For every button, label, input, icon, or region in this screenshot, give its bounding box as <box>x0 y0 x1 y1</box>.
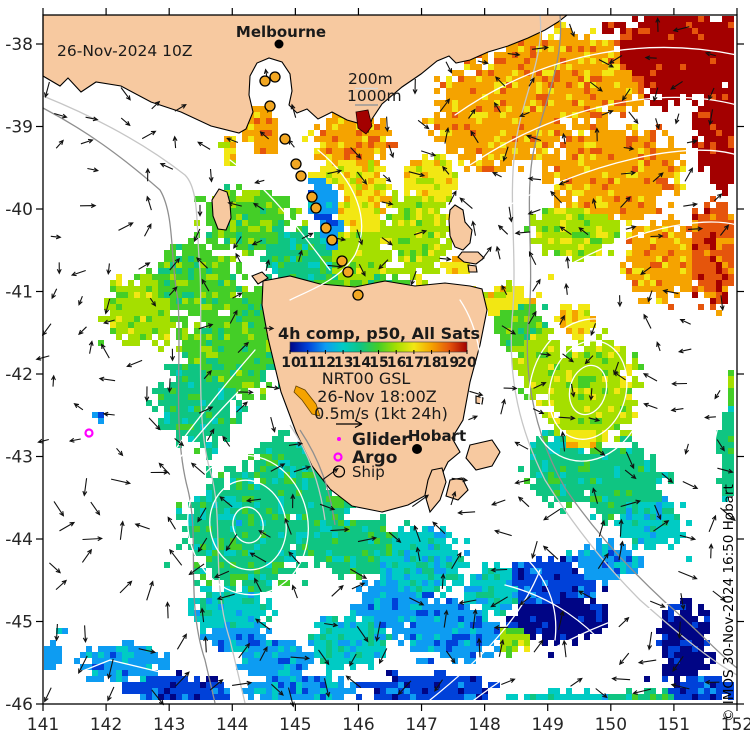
land-polygon <box>475 395 484 405</box>
land-polygon <box>445 477 469 501</box>
hobart-label: Hobart <box>408 427 466 445</box>
x-tick-label: 145 <box>279 715 311 735</box>
ship-observation-marker <box>279 133 291 145</box>
x-tick-label: 151 <box>658 715 690 735</box>
glider-marker-icon <box>337 437 341 441</box>
colorbar-tick-label: 15 <box>369 355 388 371</box>
colorbar-tick-label: 14 <box>352 355 372 371</box>
y-tick-label: -39 <box>5 118 33 138</box>
land-polygon <box>424 467 447 514</box>
melbourne-city-marker <box>274 39 284 49</box>
y-axis-tick-labels: -38 -39 -40 -41 -42 -43 -44 -45 -46 <box>5 35 33 715</box>
y-tick-label: -43 <box>5 448 33 468</box>
ship-marker-icon <box>332 465 346 478</box>
x-tick-label: 143 <box>153 715 185 735</box>
streamline-layer <box>59 46 738 704</box>
x-tick-label: 149 <box>531 715 563 735</box>
ship-observation-marker <box>336 255 348 267</box>
contour-200m-label: 200m <box>348 70 393 88</box>
scale-label: 0.5m/s (1kt 24h) <box>314 404 448 423</box>
copyright-label: © IMOS 30-Nov-2024 16:50 Hobart <box>721 484 737 722</box>
colorbar-tick-label: 12 <box>316 355 335 371</box>
y-tick-label: -44 <box>5 530 33 550</box>
land-polygon <box>448 204 473 251</box>
product-label: NRT00 GSL <box>322 369 411 388</box>
x-axis-tick-labels: 141 142 143 144 145 146 147 148 149 150 151 152 <box>27 715 750 735</box>
x-tick-label: 147 <box>405 715 437 735</box>
sst-data-layer <box>44 16 734 700</box>
x-tick-label: 146 <box>342 715 374 735</box>
x-tick-label: 152 <box>721 715 750 735</box>
melbourne-label: Melbourne <box>236 23 326 41</box>
y-tick-label: -40 <box>5 200 33 220</box>
ship-observation-marker <box>320 222 332 234</box>
legend-glider-label: Glider <box>352 430 410 450</box>
x-tick-label: 148 <box>468 715 500 735</box>
colorbar-tick-label: 16 <box>387 355 406 371</box>
y-tick-label: -42 <box>5 365 33 385</box>
legend-argo-label: Argo <box>352 448 397 468</box>
land-polygon <box>42 14 569 134</box>
ship-observation-marker <box>259 75 271 87</box>
ship-observation-marker <box>310 202 322 214</box>
colorbar-title: 4h comp, p50, All Sats <box>278 324 480 343</box>
ship-observation-marker <box>306 191 318 203</box>
axes-layer <box>36 8 744 711</box>
contour-1000m-label: 1000m <box>347 87 402 105</box>
colorbar-tick-label: 17 <box>404 355 423 371</box>
land-layer <box>42 14 569 514</box>
land-polygon <box>457 251 485 265</box>
land-polygon <box>467 264 478 273</box>
ship-observation-marker <box>326 234 338 246</box>
land-polygon <box>251 271 269 285</box>
x-tick-label: 142 <box>90 715 122 735</box>
x-tick-label: 144 <box>216 715 248 735</box>
ship-observation-marker <box>295 170 307 182</box>
x-tick-label: 150 <box>595 715 627 735</box>
y-tick-label: -41 <box>5 283 33 303</box>
ship-observation-marker <box>290 158 302 170</box>
coastal-data-overlay <box>293 109 373 417</box>
colorbar-tick-label: 10 <box>281 355 301 371</box>
colorbar-tick-label: 11 <box>299 355 318 371</box>
argo-marker-icon <box>333 452 343 462</box>
hobart-city-marker <box>412 444 422 454</box>
colorbar-tick-label: 18 <box>422 355 441 371</box>
argo-float-marker <box>84 428 94 438</box>
ship-observation-marker <box>342 266 354 278</box>
legend-ship-label: Ship <box>352 463 385 481</box>
colorbar-tick-label: 19 <box>440 355 459 371</box>
ship-observation-marker <box>352 289 364 301</box>
date-label: 26-Nov-2024 10Z <box>57 42 192 60</box>
land-polygon <box>465 439 501 471</box>
valid-time-label: 26-Nov 18:00Z <box>317 387 437 406</box>
x-tick-label: 141 <box>27 715 59 735</box>
ship-observation-marker <box>269 71 281 83</box>
land-polygon <box>211 188 232 231</box>
current-vector-layer <box>35 17 736 708</box>
y-tick-label: -45 <box>5 613 33 633</box>
scale-arrow <box>336 419 363 429</box>
colorbar-tick-label: 13 <box>334 355 353 371</box>
colorbar-tick-label: 20 <box>457 355 477 371</box>
observation-markers <box>84 71 364 438</box>
ship-observation-marker <box>264 100 276 112</box>
y-tick-label: -38 <box>5 35 33 55</box>
y-tick-label: -46 <box>5 695 33 715</box>
